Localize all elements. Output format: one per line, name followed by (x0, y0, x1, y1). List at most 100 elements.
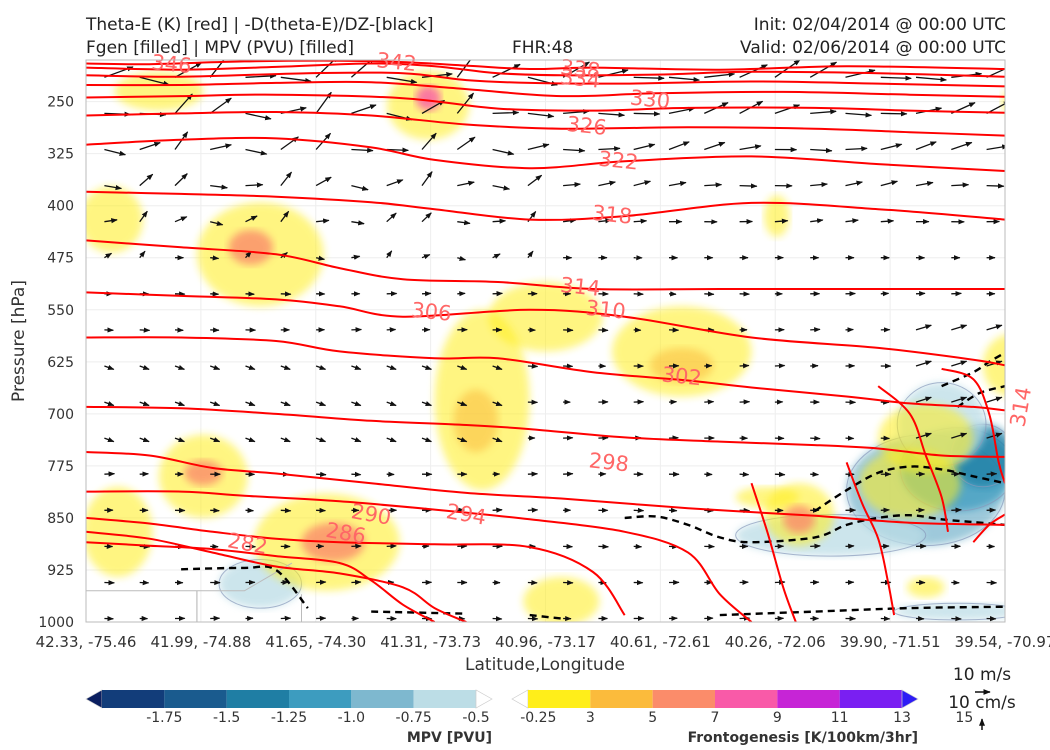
colorbar-label: -0.25 (520, 710, 556, 726)
wind-arrow (633, 218, 648, 224)
wind-arrow (209, 60, 225, 78)
wind-arrow (598, 218, 612, 224)
wind-arrow (421, 437, 433, 443)
y-axis-label: Pressure [hPa] (9, 280, 29, 402)
colorbar-swatch (164, 690, 227, 708)
colorbar-swatch (226, 690, 289, 708)
theta-e-line (86, 62, 1005, 78)
vector-key: 10 m/s 10 cm/s (948, 665, 1016, 730)
wind-arrow (351, 104, 377, 115)
wind-arrow (951, 507, 962, 513)
y-tick-label: 1000 (38, 615, 74, 631)
wind-arrow (351, 184, 369, 191)
wind-arrow (210, 143, 232, 151)
wind-arrow (527, 112, 555, 119)
wind-arrow (845, 112, 873, 118)
wind-arrow (739, 183, 758, 189)
wind-arrow (563, 218, 577, 224)
frontogenesis-fill (878, 403, 974, 473)
wind-arrow (598, 327, 609, 333)
wind-arrow (563, 147, 586, 154)
frontogenesis-fill (114, 71, 204, 111)
wind-arrow (915, 360, 932, 367)
wind-arrow (386, 179, 404, 187)
colorbar-swatch (715, 690, 778, 708)
wind-arrow (563, 471, 574, 477)
colorbar-cap (475, 689, 493, 709)
wind-arrow (421, 171, 433, 186)
mpv-colorbar-title: MPV [PVU] (407, 730, 492, 746)
theta-e-line (941, 367, 1005, 484)
wind-arrow (174, 216, 188, 223)
wind-arrow (174, 437, 186, 443)
wind-arrow (104, 401, 115, 407)
wind-arrow (951, 396, 968, 403)
dtheta-dz-contours (181, 351, 1005, 620)
wind-arrow (704, 291, 715, 297)
wind-arrow (880, 180, 899, 187)
wind-arrow (245, 437, 256, 443)
wind-arrow (245, 112, 272, 121)
colorbar-cap (85, 689, 103, 709)
wind-arrow (492, 148, 515, 156)
theta-e-line (86, 110, 1005, 137)
wind-arrow (316, 579, 327, 585)
colorbar-label: 3 (586, 710, 595, 726)
frontogenesis-fill (453, 389, 498, 453)
theta-e-label: 342 (375, 48, 417, 76)
theta-e-contours (86, 60, 1005, 622)
colorbar-cap (511, 689, 529, 709)
frontogenesis-fill (488, 282, 603, 352)
theta-e-label: 306 (410, 298, 452, 326)
frontogenesis-fill (764, 195, 790, 237)
wind-arrow (845, 180, 863, 187)
wind-arrow (527, 363, 539, 369)
wind-arrow (951, 432, 968, 439)
wind-arrow (598, 112, 626, 118)
wind-arrow (986, 324, 1003, 331)
theta-e-label: 330 (629, 86, 671, 114)
wind-arrow (457, 180, 475, 187)
wind-arrow (421, 253, 431, 260)
theta-e-label: 314 (1006, 385, 1037, 429)
wind-arrow (104, 218, 118, 224)
wind-arrow (986, 471, 998, 477)
wind-arrow (951, 141, 973, 151)
dtheta-dz-line (814, 465, 1005, 512)
wind-arrow (704, 71, 736, 78)
colorbar-swatch (528, 690, 591, 708)
y-tick-label: 325 (47, 147, 74, 163)
x-tick-label: 42.33, -75.46 (36, 633, 137, 651)
wind-arrow (527, 174, 543, 187)
title-line-2: Fgen [filled] | MPV (PVU) [filled] (86, 38, 355, 58)
wind-arrow (280, 171, 293, 187)
wind-arrow (492, 401, 503, 407)
title-line-1: Theta-E (K) [red] | -D(theta-E)/DZ-[blac… (86, 15, 434, 35)
wind-arrow (139, 364, 150, 371)
frontogenesis-fill (1001, 92, 1005, 111)
wind-arrow (492, 63, 521, 78)
colorbar-label: 15 (955, 710, 973, 726)
wind-arrow (810, 218, 824, 224)
wind-arrow (951, 182, 970, 188)
wind-arrow (457, 220, 471, 226)
wind-arrow (280, 507, 292, 514)
x-tick-label: 40.96, -73.17 (495, 633, 596, 651)
x-tick-label: 40.26, -72.06 (725, 633, 826, 651)
colorbar-label: 9 (773, 710, 782, 726)
colorbar-label: -1.25 (271, 710, 307, 726)
theta-e-labels: 346 342 3383343303263223183143103063022982… (150, 48, 1037, 559)
x-tick-label: 41.65, -74.30 (265, 633, 366, 651)
wind-arrow (810, 435, 821, 441)
dtheta-dz-line (719, 605, 1005, 617)
wind-arrow (315, 176, 332, 187)
y-tick-label: 250 (47, 95, 74, 111)
y-tick-label: 850 (47, 511, 74, 527)
theta-e-line (86, 136, 1005, 172)
colorbar-cap (901, 689, 919, 709)
wind-arrow (951, 360, 968, 367)
colorbar-swatch (289, 690, 352, 708)
wind-arrow (139, 437, 150, 443)
wind-arrow (774, 363, 786, 369)
wind-arrow (457, 401, 468, 407)
